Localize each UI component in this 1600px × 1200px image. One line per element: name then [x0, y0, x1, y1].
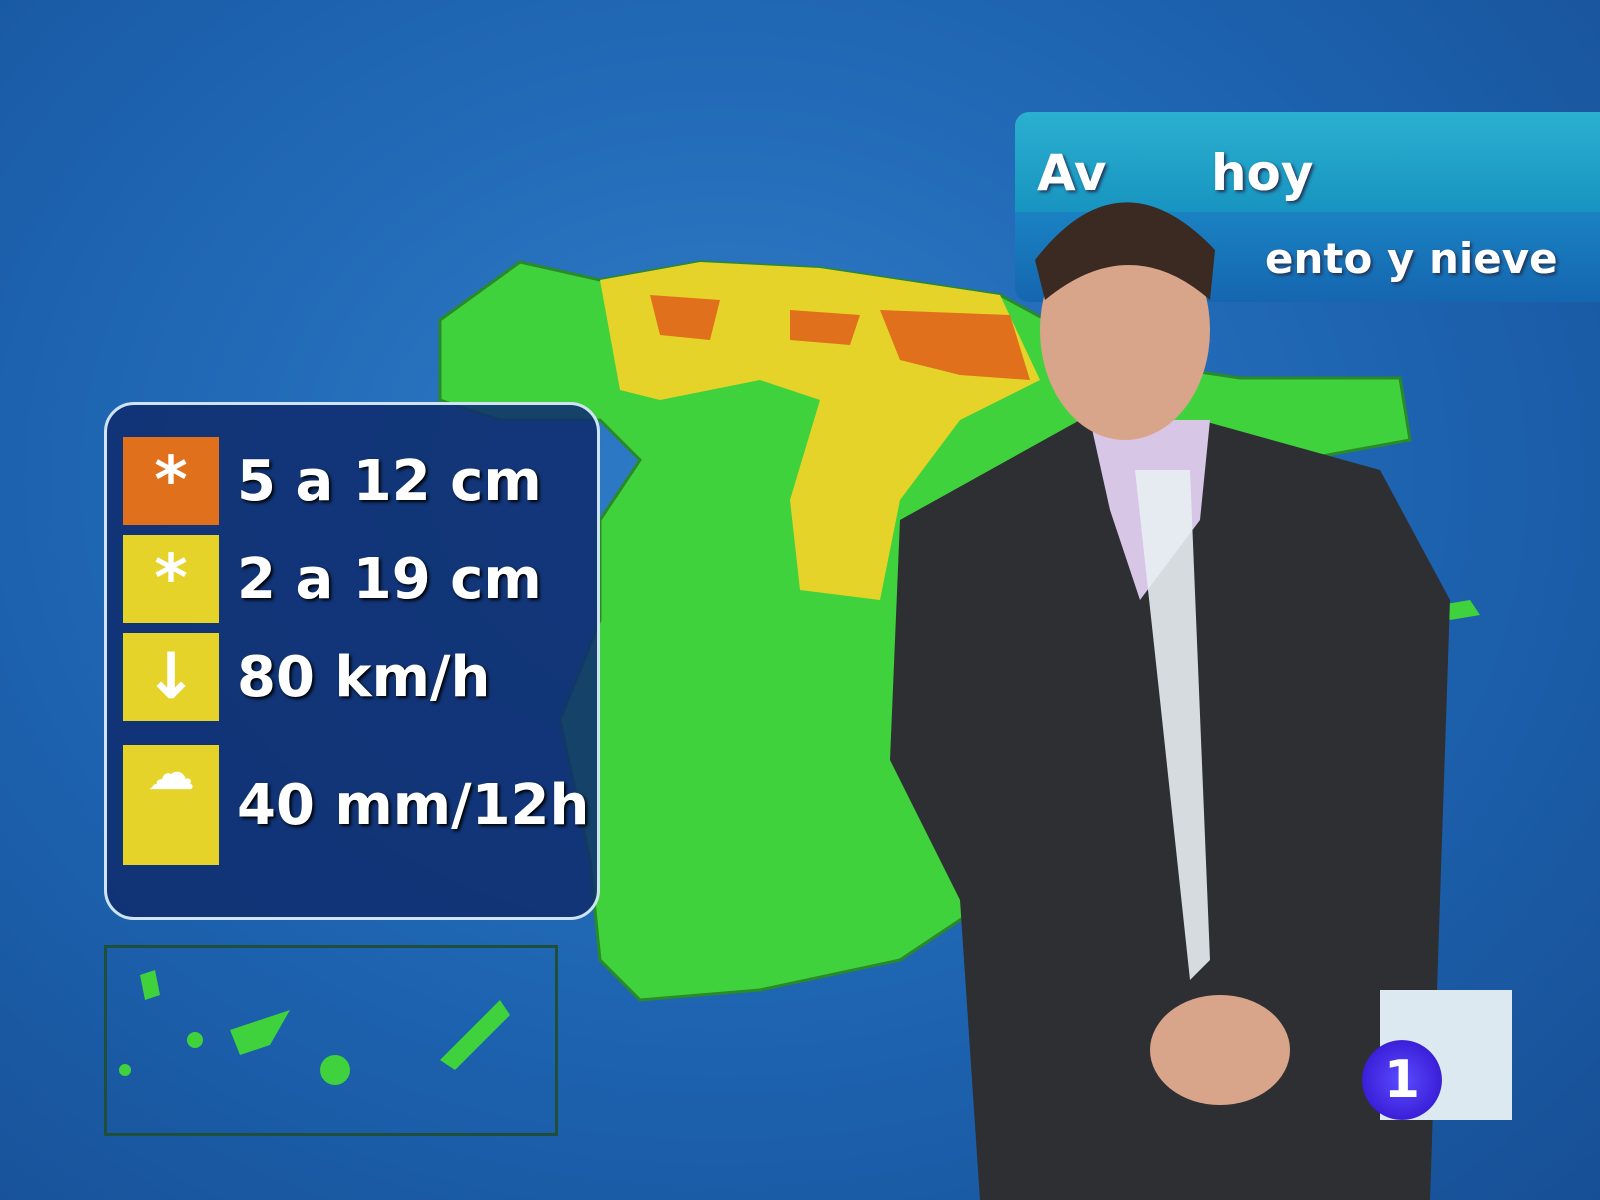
canary-islands: [119, 970, 510, 1085]
legend: * 5 a 12 cm * 2 a 19 cm ↓ 80 km/h ☁ 40 m…: [104, 402, 600, 920]
snowflake-icon: *: [123, 437, 219, 525]
legend-item: ☁ 40 mm/12h: [123, 745, 589, 865]
orange-warning-zone: [650, 295, 1030, 380]
legend-item: * 5 a 12 cm: [123, 437, 542, 525]
wind-arrow-icon: ↓: [123, 633, 219, 721]
balearic-island: [1440, 600, 1480, 620]
legend-label: 5 a 12 cm: [237, 448, 542, 514]
channel-number: 1: [1362, 1040, 1442, 1120]
legend-item: * 2 a 19 cm: [123, 535, 542, 623]
snowflake-icon: *: [123, 535, 219, 623]
legend-label: 40 mm/12h: [237, 772, 590, 838]
legend-label: 80 km/h: [237, 644, 491, 710]
banner-subtitle: ento y nieve: [1265, 234, 1558, 283]
channel-logo: 1: [1362, 990, 1512, 1120]
canary-islands-inset: [104, 945, 558, 1136]
legend-label: 2 a 19 cm: [237, 546, 542, 612]
legend-item: ↓ 80 km/h: [123, 633, 490, 721]
rain-cloud-icon: ☁: [123, 745, 219, 865]
banner-title: Av hoy: [1037, 144, 1314, 202]
